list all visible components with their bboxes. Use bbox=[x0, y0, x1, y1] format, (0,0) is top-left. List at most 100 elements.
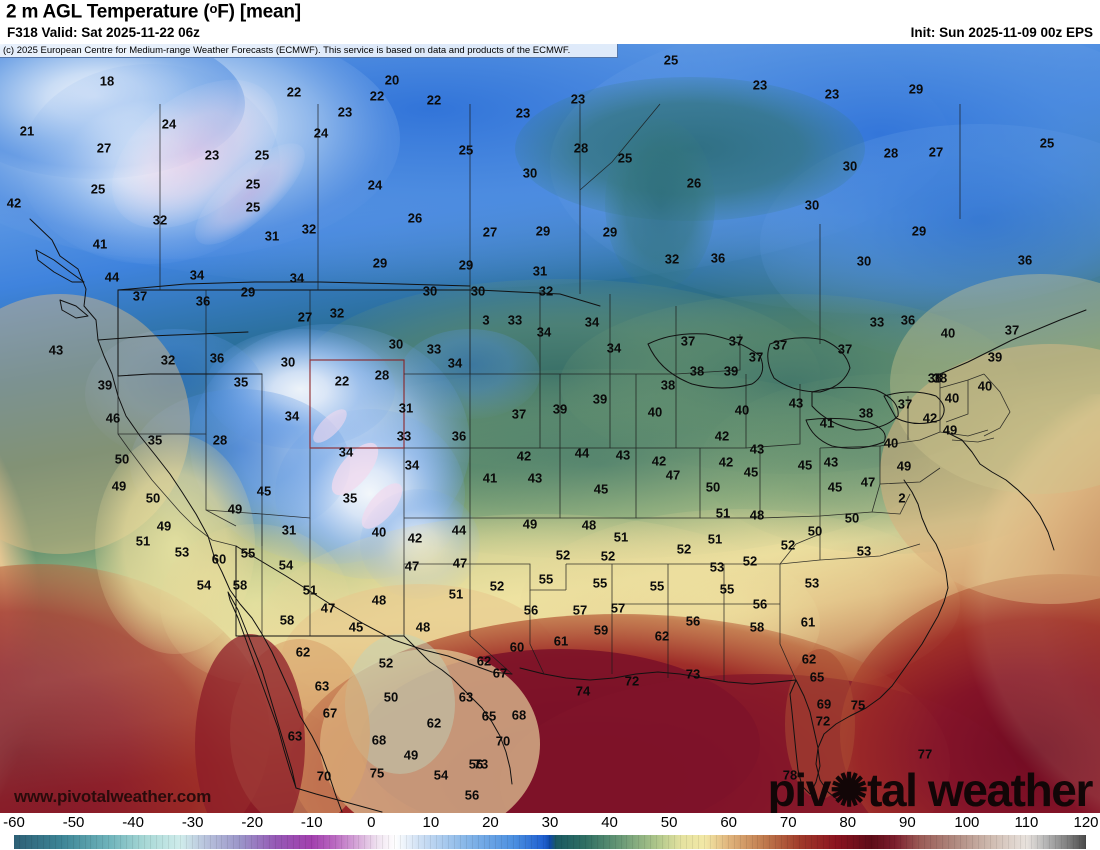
colorbar-band bbox=[1050, 835, 1057, 849]
temperature-label: 52 bbox=[780, 537, 796, 553]
temperature-label: 55 bbox=[592, 575, 608, 591]
colorbar-band bbox=[205, 835, 211, 849]
colorbar-band bbox=[193, 835, 199, 849]
temperature-label: 50 bbox=[383, 689, 399, 705]
colorbar-tick: -30 bbox=[181, 814, 204, 831]
colorbar-band bbox=[419, 835, 425, 849]
temperature-label: 33 bbox=[426, 341, 442, 357]
temperature-label: 27 bbox=[928, 144, 944, 160]
colorbar-band bbox=[383, 835, 390, 849]
temperature-field-layer bbox=[0, 44, 1100, 813]
temperature-label: 49 bbox=[156, 518, 172, 534]
temperature-label: 73 bbox=[473, 756, 489, 772]
temperature-label: 28 bbox=[883, 145, 899, 161]
colorbar-band bbox=[532, 835, 539, 849]
temperature-label: 50 bbox=[705, 479, 721, 495]
temperature-label: 49 bbox=[111, 478, 127, 494]
temperature-label: 24 bbox=[367, 177, 383, 193]
colorbar-band bbox=[175, 835, 181, 849]
temperature-label: 37 bbox=[132, 288, 148, 304]
temperature-label: 34 bbox=[338, 444, 354, 460]
colorbar-band bbox=[550, 835, 556, 849]
temperature-label: 50 bbox=[145, 490, 161, 506]
forecast-valid-label: F318 Valid: Sat 2025-11-22 06z bbox=[7, 25, 200, 40]
temperature-map[interactable]: 18 21 24 27 23 25 24 22 23 22 20 22 25 23 23 25 28 25 26 23… bbox=[0, 44, 1100, 813]
temperature-label: 42 bbox=[718, 454, 734, 470]
logo-text-pre: piv bbox=[767, 764, 832, 813]
temperature-label: 43 bbox=[527, 470, 543, 486]
temperature-label: 45 bbox=[827, 479, 843, 495]
temperature-label: 75 bbox=[850, 697, 866, 713]
colorbar-band bbox=[502, 835, 509, 849]
colorbar-band bbox=[330, 835, 336, 849]
temperature-label: 51 bbox=[135, 533, 151, 549]
colorbar-band bbox=[580, 835, 586, 849]
temperature-label: 56 bbox=[464, 787, 480, 803]
temperature-label: 58 bbox=[279, 612, 295, 628]
temperature-label: 23 bbox=[515, 105, 531, 121]
temperature-label: 23 bbox=[204, 147, 220, 163]
colorbar[interactable]: -60 -50 -40 -30 -20 -10 0 10 20 30 40 50 60 70 80 90 100… bbox=[0, 813, 1100, 850]
temperature-value-labels: 18 21 24 27 23 25 24 22 23 22 20 22 25 23 23 25 28 25 26 23… bbox=[0, 44, 1100, 813]
colorbar-band bbox=[782, 835, 789, 849]
temperature-label: 56 bbox=[523, 602, 539, 618]
colorbar-gradient[interactable] bbox=[14, 835, 1087, 849]
temperature-label: 77 bbox=[917, 746, 933, 762]
colorbar-band bbox=[282, 835, 288, 849]
colorbar-band bbox=[604, 835, 610, 849]
colorbar-tick: -60 bbox=[3, 814, 25, 831]
temperature-label: 72 bbox=[815, 713, 831, 729]
temperature-label: 39 bbox=[97, 377, 113, 393]
temperature-label: 21 bbox=[19, 123, 35, 139]
temperature-label: 72 bbox=[624, 673, 640, 689]
temperature-label: 33 bbox=[869, 314, 885, 330]
colorbar-band bbox=[574, 835, 580, 849]
colorbar-band bbox=[1062, 835, 1069, 849]
colorbar-band bbox=[467, 835, 473, 849]
colorbar-tick: -10 bbox=[300, 814, 323, 831]
temperature-label: 23 bbox=[337, 104, 353, 120]
temperature-label: 54 bbox=[278, 557, 294, 573]
temperature-label: 22 bbox=[334, 373, 350, 389]
colorbar-tick: 70 bbox=[779, 814, 797, 831]
colorbar-band bbox=[931, 835, 938, 849]
temperature-label: 48 bbox=[581, 517, 597, 533]
temperature-label: 67 bbox=[322, 705, 338, 721]
colorbar-band bbox=[663, 835, 670, 849]
temperature-label: 49 bbox=[403, 747, 419, 763]
temperature-label: 62 bbox=[801, 651, 817, 667]
colorbar-band bbox=[1056, 835, 1063, 849]
temperature-label: 36 bbox=[451, 428, 467, 444]
temperature-label: 46 bbox=[105, 410, 121, 426]
colorbar-band bbox=[705, 835, 711, 849]
temperature-label: 53 bbox=[174, 544, 190, 560]
colorbar-tick: 0 bbox=[367, 814, 376, 831]
colorbar-tick: 10 bbox=[422, 814, 440, 831]
temperature-label: 62 bbox=[654, 628, 670, 644]
colorbar-tick: 30 bbox=[541, 814, 559, 831]
colorbar-band bbox=[598, 835, 604, 849]
colorbar-band bbox=[85, 835, 92, 849]
colorbar-band bbox=[610, 835, 616, 849]
colorbar-band bbox=[437, 835, 443, 849]
colorbar-band bbox=[145, 835, 152, 849]
temperature-label: 53 bbox=[856, 543, 872, 559]
colorbar-band bbox=[675, 835, 682, 849]
colorbar-band bbox=[324, 835, 330, 849]
colorbar-band bbox=[711, 835, 717, 849]
temperature-label: 63 bbox=[458, 689, 474, 705]
temperature-label: 44 bbox=[574, 445, 590, 461]
temperature-label: 55 bbox=[649, 578, 665, 594]
temperature-label: 52 bbox=[742, 553, 758, 569]
temperature-label: 25 bbox=[90, 181, 106, 197]
map-header: 2 m AGL Temperature (oF) [mean] F318 Val… bbox=[0, 0, 1100, 44]
temperature-label: 38 bbox=[927, 370, 943, 386]
colorbar-band bbox=[520, 835, 527, 849]
colorbar-band bbox=[526, 835, 533, 849]
temperature-label: 34 bbox=[404, 457, 420, 473]
colorbar-band bbox=[377, 835, 384, 849]
temperature-label: 25 bbox=[245, 176, 261, 192]
colorbar-band bbox=[199, 835, 205, 849]
colorbar-band bbox=[479, 835, 485, 849]
temperature-label: 56 bbox=[685, 613, 701, 629]
